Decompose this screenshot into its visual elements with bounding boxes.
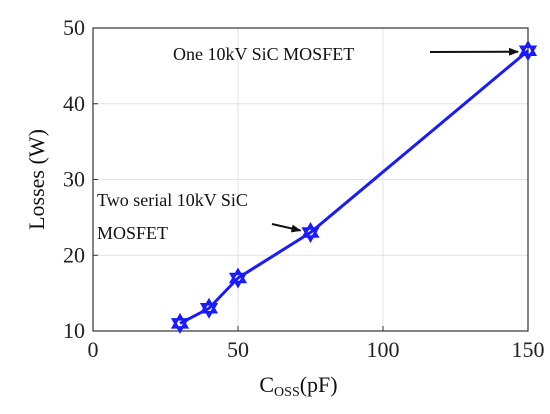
x-axis-title-subscript: OSS (274, 385, 300, 400)
annotation-two-serial-text-line2: MOSFET (97, 223, 168, 243)
y-tick-label: 30 (63, 167, 85, 192)
annotation-two-serial-text-line1: Two serial 10kV SiC (97, 190, 248, 210)
axis-ticks: 0 50 100 150 10 20 30 40 50 (63, 15, 545, 362)
data-series (170, 40, 538, 334)
data-point-marker (518, 40, 538, 62)
y-tick-label: 40 (63, 91, 85, 116)
x-tick-label: 0 (88, 337, 99, 362)
series-line-0 (179, 49, 529, 325)
x-tick-label: 100 (367, 337, 400, 362)
x-axis-title-unit: (pF) (300, 372, 338, 397)
y-tick-label: 50 (63, 15, 85, 40)
annotations: One 10kV SiC MOSFET Two serial 10kV SiC MO… (97, 44, 519, 243)
grid-lines (93, 28, 528, 331)
data-point-marker (301, 222, 320, 244)
x-tick-label: 150 (512, 337, 545, 362)
x-axis-title-main: C (259, 372, 274, 397)
y-tick-label: 10 (63, 318, 85, 343)
y-axis-title: Losses (W) (24, 129, 49, 230)
data-point-marker (228, 267, 248, 289)
y-tick-label: 20 (63, 242, 85, 267)
data-point-marker (170, 312, 190, 334)
x-axis-title: COSS(pF) (259, 372, 337, 400)
x-tick-label: 50 (227, 337, 249, 362)
data-point-marker (199, 297, 219, 319)
annotation-two-serial-arrow (271, 223, 302, 233)
annotation-one-mosfet-text: One 10kV SiC MOSFET (173, 44, 354, 64)
